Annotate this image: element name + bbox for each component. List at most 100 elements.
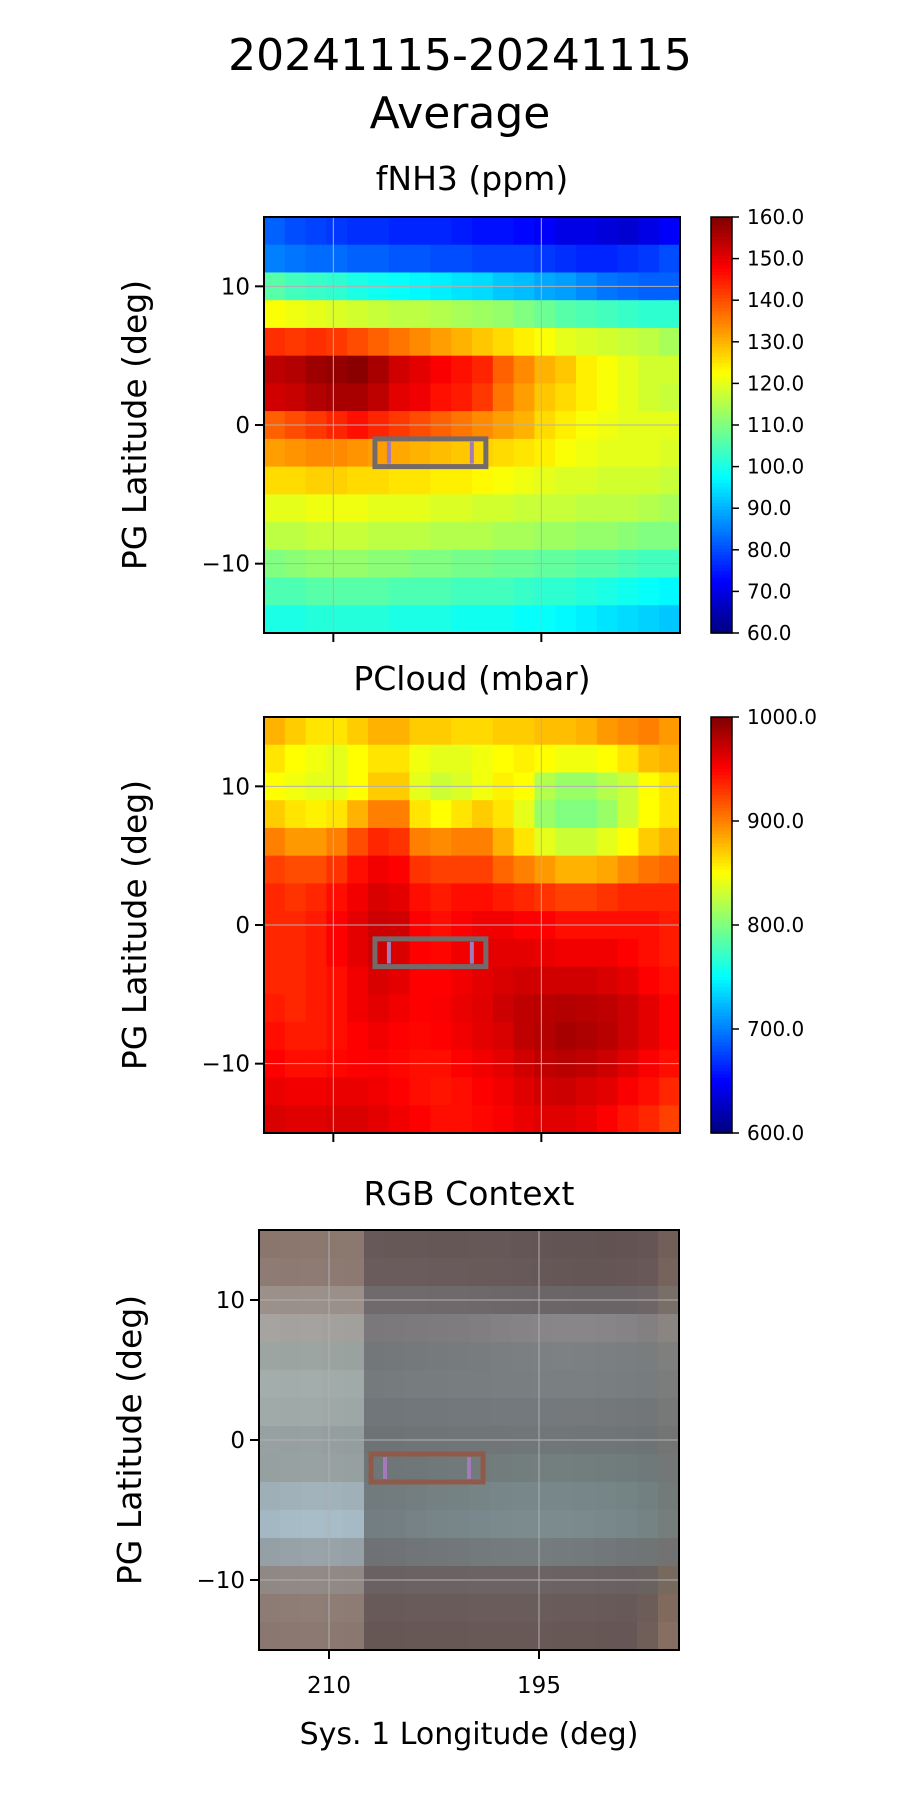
heatmap-cell — [430, 494, 452, 523]
y-tick-label: −10 — [201, 552, 250, 578]
colorbar-tick-label: 140.0 — [747, 288, 804, 312]
heatmap-cell — [368, 717, 390, 746]
colorbar-segment — [711, 571, 732, 576]
heatmap-cell — [576, 1077, 598, 1106]
heatmap-cell — [576, 1105, 598, 1134]
colorbar-segment — [711, 788, 732, 793]
heatmap-cell — [326, 994, 348, 1023]
heatmap-cell — [409, 244, 431, 274]
heatmap-cell — [513, 827, 535, 857]
colorbar-segment — [711, 626, 732, 631]
heatmap-cell — [616, 1454, 638, 1483]
heatmap-cell — [368, 994, 390, 1023]
heatmap-cell — [638, 827, 660, 857]
heatmap-cell — [553, 1230, 575, 1259]
colorbar-segment — [711, 425, 732, 429]
heatmap-cell — [427, 1230, 449, 1259]
heatmap-cell — [469, 1538, 491, 1567]
heatmap-cell — [388, 1077, 411, 1106]
heatmap-cell — [259, 1454, 281, 1483]
heatmap-cell — [469, 1314, 491, 1343]
heatmap-cell — [595, 1538, 617, 1567]
heatmap-cell — [469, 1230, 491, 1259]
colorbar-segment — [711, 269, 732, 273]
heatmap-cell — [264, 327, 286, 357]
heatmap-cell — [513, 355, 535, 384]
colorbar-tick-label: 1000.0 — [747, 705, 817, 729]
heatmap-cell — [406, 1370, 428, 1399]
heatmap-cell — [492, 994, 515, 1023]
heatmap-cell — [409, 355, 431, 384]
heatmap-cell — [596, 577, 619, 606]
heatmap-cell — [576, 717, 598, 746]
colorbar-segment — [711, 327, 732, 332]
colorbar-segment — [711, 434, 732, 439]
colorbar-segment — [711, 1071, 732, 1076]
heatmap-cell — [451, 327, 473, 357]
colorbar-segment — [711, 629, 732, 634]
heatmap-cell — [555, 1022, 577, 1051]
heatmap-cell — [472, 1105, 494, 1134]
heatmap-cell — [343, 1538, 365, 1567]
colorbar-segment — [711, 1094, 732, 1098]
heatmap-cell — [658, 1622, 680, 1651]
x-axis-label: Sys. 1 Longitude (deg) — [300, 1717, 639, 1752]
heatmap-cell — [368, 300, 390, 329]
colorbar-tick-label: 110.0 — [747, 413, 804, 437]
colorbar-segment — [711, 730, 732, 734]
heatmap-cell — [451, 827, 473, 857]
heatmap-cell — [574, 1342, 596, 1371]
heatmap-cell — [259, 1510, 281, 1539]
heatmap-cell — [409, 494, 431, 523]
heatmap-cell — [576, 300, 598, 329]
y-axis-label: PG Latitude (deg) — [110, 1295, 149, 1585]
heatmap-cell — [534, 494, 556, 523]
heatmap-cell — [364, 1482, 386, 1511]
heatmap-cell — [305, 1022, 327, 1051]
heatmap-cell — [511, 1482, 533, 1511]
colorbar-segment — [711, 895, 732, 900]
heatmap-cell — [305, 938, 327, 968]
heatmap-cell — [305, 355, 327, 384]
heatmap-cell — [472, 327, 494, 357]
heatmap-cell — [637, 1538, 659, 1567]
heatmap-cell — [347, 522, 369, 551]
colorbar-segment — [711, 726, 732, 731]
colorbar-segment — [711, 590, 732, 595]
heatmap-cell — [511, 1622, 533, 1651]
colorbar-segment — [711, 957, 732, 962]
heatmap-cell — [448, 1510, 470, 1539]
heatmap-cell — [368, 855, 390, 884]
heatmap-cell — [555, 244, 577, 274]
heatmap-cell — [511, 1342, 533, 1371]
heatmap-cell — [409, 800, 431, 829]
colorbar-segment — [711, 967, 732, 972]
heatmap-cell — [595, 1622, 617, 1651]
heatmap-cell — [284, 244, 307, 274]
heatmap-cell — [326, 744, 348, 774]
colorbar-segment — [711, 226, 732, 231]
heatmap-cell — [658, 1370, 680, 1399]
heatmap-cell — [534, 800, 556, 829]
heatmap-cell — [326, 438, 348, 468]
heatmap-cell — [555, 883, 577, 912]
colorbar-segment — [711, 581, 732, 585]
colorbar-segment — [711, 1051, 732, 1056]
heatmap-cell — [347, 244, 369, 274]
heatmap-cell — [347, 855, 369, 884]
heatmap-cell — [305, 605, 327, 634]
y-tick-label: −10 — [201, 1052, 250, 1078]
heatmap-cell — [617, 494, 639, 523]
heatmap-cell — [347, 300, 369, 329]
heatmap-cell — [638, 1022, 660, 1051]
heatmap-cell — [576, 577, 598, 606]
heatmap-cell — [406, 1510, 428, 1539]
colorbar-segment — [711, 356, 732, 361]
colorbar-segment — [711, 717, 732, 721]
heatmap-cell — [322, 1454, 344, 1483]
colorbar-segment — [711, 996, 732, 1001]
colorbar-segment — [711, 954, 732, 959]
heatmap-cell — [596, 355, 619, 384]
heatmap-cell — [406, 1258, 428, 1287]
